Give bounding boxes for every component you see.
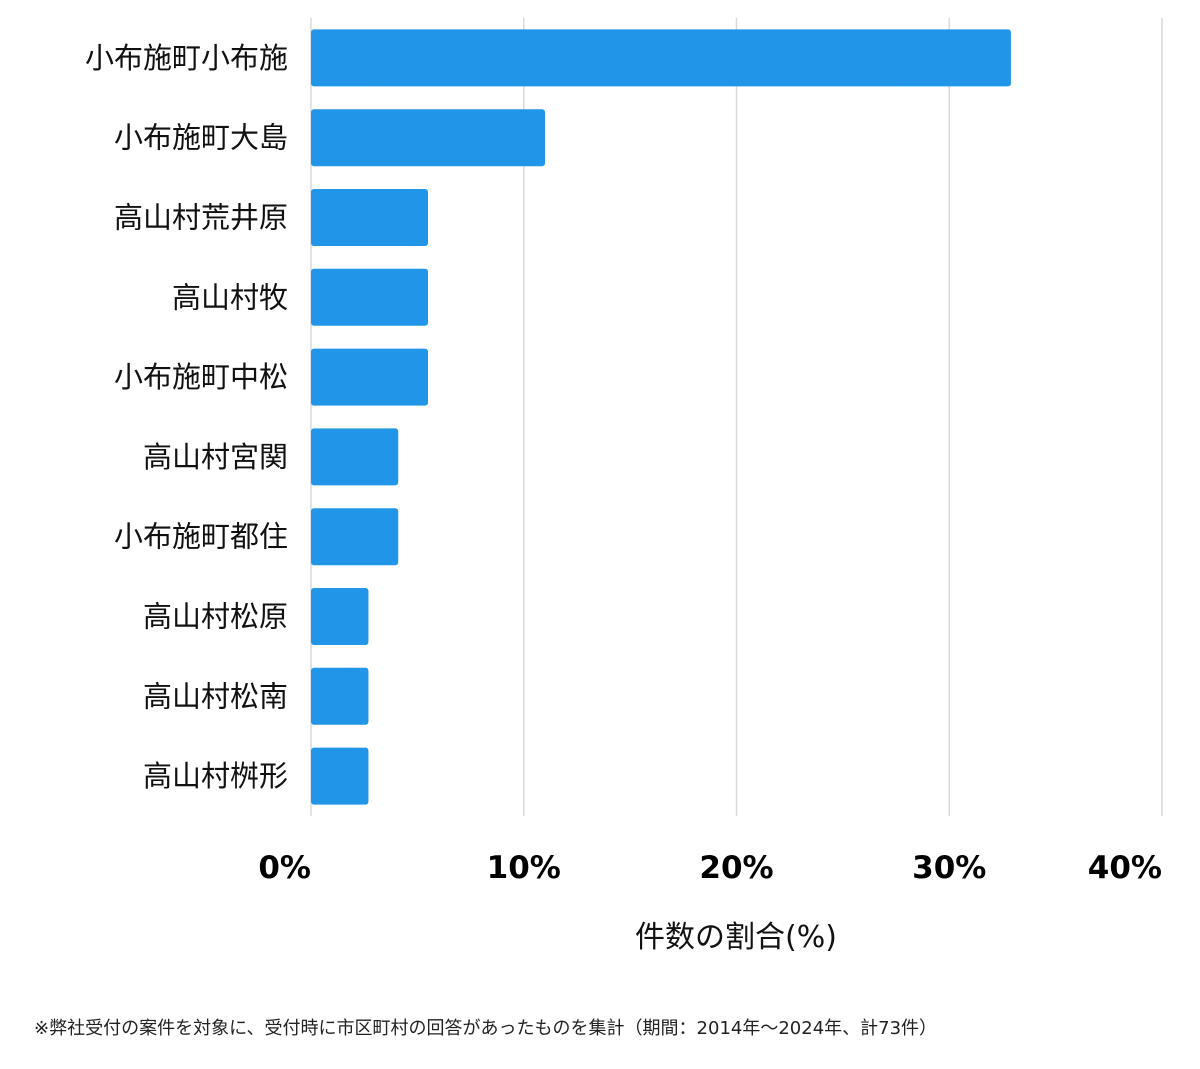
category-label: 小布施町都住	[114, 520, 288, 554]
bar	[311, 189, 429, 246]
category-label: 小布施町大島	[114, 121, 288, 155]
category-label: 高山村宮関	[143, 440, 288, 474]
x-tick-label: 0%	[258, 850, 311, 886]
x-tick-label: 20%	[699, 850, 773, 886]
category-label: 高山村荒井原	[114, 201, 288, 235]
x-tick-labels: 0% 10% 20% 30% 40%	[258, 850, 1162, 886]
category-labels: 小布施町小布施小布施町大島高山村荒井原高山村牧小布施町中松高山村宮関小布施町都住…	[85, 41, 288, 793]
bar	[311, 508, 399, 566]
x-axis-title: 件数の割合(%)	[635, 920, 837, 955]
x-tick-label: 10%	[487, 850, 561, 886]
bars	[311, 29, 1011, 805]
category-label: 高山村松南	[143, 679, 288, 713]
x-tick-label: 40%	[1088, 850, 1162, 886]
x-tick-label: 30%	[912, 850, 986, 886]
category-label: 小布施町小布施	[85, 41, 288, 75]
bar	[311, 29, 1011, 87]
category-label: 小布施町中松	[114, 360, 288, 394]
bar	[311, 747, 369, 805]
bar-chart: 小布施町小布施小布施町大島高山村荒井原高山村牧小布施町中松高山村宮関小布施町都住…	[85, 18, 1163, 955]
category-label: 高山村牧	[172, 280, 288, 314]
bar	[311, 348, 429, 406]
footnote: ※弊社受付の案件を対象に、受付時に市区町村の回答があったものを集計（期間：201…	[34, 1018, 938, 1039]
bar	[311, 428, 399, 486]
bar	[311, 588, 369, 645]
category-label: 高山村桝形	[143, 759, 288, 793]
bar	[311, 268, 429, 326]
bar	[311, 109, 546, 167]
category-label: 高山村松原	[143, 600, 288, 634]
bar	[311, 667, 369, 725]
